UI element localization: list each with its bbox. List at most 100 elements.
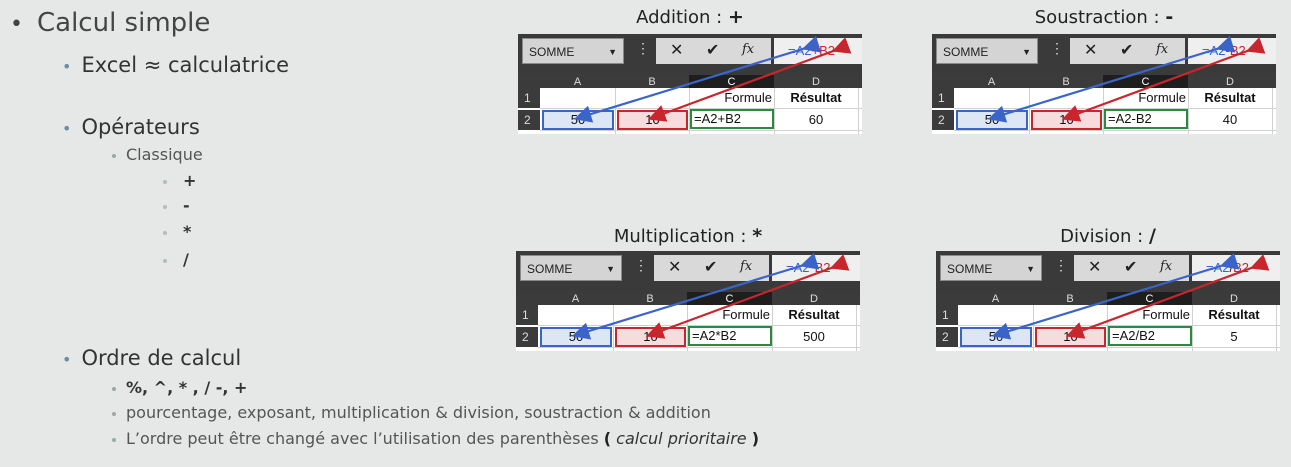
cell-c2[interactable]: =A2-B2 <box>1104 109 1188 129</box>
slide-title: Calcul simple <box>36 8 211 38</box>
fx-icon[interactable]: fx <box>742 42 755 57</box>
row-2-header[interactable]: 2 <box>936 327 958 347</box>
cell-c2[interactable]: =A2*B2 <box>688 326 772 346</box>
row-1-header[interactable]: 1 <box>518 88 540 108</box>
sheet-grid: 1 2 Formule Résultat 50 10 =A2-B2 40 <box>932 88 1276 134</box>
row-1-header[interactable]: 1 <box>516 305 538 325</box>
name-box[interactable]: SOMME ▼ <box>940 255 1042 281</box>
formula-bar: SOMME ▼ ⋮ ✕ ✔ fx =A2+B2 <box>518 34 862 74</box>
col-a[interactable]: A <box>991 293 1000 305</box>
cell-d1[interactable]: Résultat <box>790 90 842 105</box>
cell-b2[interactable]: 10 <box>615 327 686 347</box>
cell-b2[interactable]: 10 <box>1031 110 1102 130</box>
fx-icon[interactable]: fx <box>740 259 753 274</box>
cell-d2[interactable]: 500 <box>803 329 825 344</box>
col-b[interactable]: B <box>648 76 656 88</box>
cell-d2[interactable]: 60 <box>808 112 824 127</box>
fx-icon[interactable]: fx <box>1156 42 1169 57</box>
col-d[interactable]: D <box>1230 293 1238 305</box>
col-c[interactable]: C <box>1107 292 1192 306</box>
cell-d1[interactable]: Résultat <box>1204 90 1256 105</box>
row-2-header[interactable]: 2 <box>518 110 540 130</box>
formula-input[interactable]: =A2*B2 <box>772 255 860 281</box>
slide-title-row: • Calcul simple <box>10 8 210 38</box>
cell-a2[interactable]: 50 <box>960 327 1032 347</box>
formula-input[interactable]: =A2/B2 <box>1192 255 1280 281</box>
row-2-header[interactable]: 2 <box>516 327 538 347</box>
name-box[interactable]: SOMME ▼ <box>522 38 624 64</box>
col-a[interactable]: A <box>573 76 582 88</box>
cell-d2[interactable]: 40 <box>1222 112 1238 127</box>
more-icon: ⋮ <box>1050 40 1064 56</box>
cell-a2[interactable]: 50 <box>540 327 612 347</box>
col-c[interactable]: C <box>1103 75 1188 89</box>
cell-a2[interactable]: 50 <box>542 110 614 130</box>
formula-input[interactable]: =A2+B2 <box>774 38 862 64</box>
cancel-icon[interactable]: ✕ <box>670 42 684 59</box>
bullet: • <box>10 12 23 37</box>
cancel-icon[interactable]: ✕ <box>1084 42 1098 59</box>
ordre-paren: L’ordre peut être changé avec l’utilisat… <box>112 429 759 448</box>
cell-c1[interactable]: Formule <box>1142 307 1190 322</box>
col-d[interactable]: D <box>810 293 818 305</box>
more-icon: ⋮ <box>636 40 650 56</box>
excel-screenshot-1: SOMME ▼ ⋮ ✕ ✔ fx =A2+B2 A B C D 1 2 <box>518 34 862 157</box>
shot-title: Addition : + <box>636 6 744 28</box>
more-icon: ⋮ <box>1054 257 1068 273</box>
column-headers: A B C D <box>518 74 862 89</box>
formula-bar: SOMME ▼ ⋮ ✕ ✔ fx =A2*B2 <box>516 251 860 291</box>
col-b[interactable]: B <box>1062 76 1070 88</box>
item-classique: Classique <box>112 145 203 164</box>
col-c[interactable]: C <box>689 75 774 89</box>
chevron-down-icon: ▼ <box>608 47 617 57</box>
formula-bar: SOMME ▼ ⋮ ✕ ✔ fx =A2/B2 <box>936 251 1280 291</box>
item-classique-text: Classique <box>126 145 203 164</box>
cell-b2[interactable]: 10 <box>617 110 688 130</box>
cell-c2[interactable]: =A2/B2 <box>1108 326 1192 346</box>
cell-d2[interactable]: 5 <box>1230 329 1238 344</box>
row-1-header[interactable]: 1 <box>936 305 958 325</box>
formula-buttons: ✕ ✔ fx <box>1070 38 1185 64</box>
col-b[interactable]: B <box>1066 293 1074 305</box>
cancel-icon[interactable]: ✕ <box>668 259 682 276</box>
cell-c1[interactable]: Formule <box>724 90 772 105</box>
col-a[interactable]: A <box>571 293 580 305</box>
cell-d1[interactable]: Résultat <box>788 307 840 322</box>
check-icon[interactable]: ✔ <box>1120 42 1134 59</box>
sheet-grid: 1 2 Formule Résultat 50 10 =A2+B2 60 <box>518 88 862 134</box>
item-ordre-text: Ordre de calcul <box>81 346 242 370</box>
sheet-grid: 1 2 Formule Résultat 50 10 =A2*B2 500 <box>516 305 860 351</box>
check-icon[interactable]: ✔ <box>706 42 720 59</box>
col-c[interactable]: C <box>687 292 772 306</box>
excel-screenshot-4: SOMME ▼ ⋮ ✕ ✔ fx =A2/B2 A B C D 1 2 <box>936 251 1280 374</box>
col-d[interactable]: D <box>1226 76 1234 88</box>
excel-screenshot-2: SOMME ▼ ⋮ ✕ ✔ fx =A2-B2 A B C D 1 2 <box>932 34 1276 157</box>
excel-screenshot-3: SOMME ▼ ⋮ ✕ ✔ fx =A2*B2 A B C D 1 2 <box>516 251 860 374</box>
cell-a2[interactable]: 50 <box>956 110 1028 130</box>
formula-bar: SOMME ▼ ⋮ ✕ ✔ fx =A2-B2 <box>932 34 1276 74</box>
name-box[interactable]: SOMME ▼ <box>520 255 622 281</box>
more-icon: ⋮ <box>634 257 648 273</box>
cancel-icon[interactable]: ✕ <box>1088 259 1102 276</box>
row-2-header[interactable]: 2 <box>932 110 954 130</box>
col-b[interactable]: B <box>646 293 654 305</box>
col-a[interactable]: A <box>987 76 996 88</box>
formula-input[interactable]: =A2-B2 <box>1188 38 1276 64</box>
col-d[interactable]: D <box>812 76 820 88</box>
cell-c2[interactable]: =A2+B2 <box>690 109 774 129</box>
check-icon[interactable]: ✔ <box>1124 259 1138 276</box>
item-ordre: • Ordre de calcul <box>62 346 242 370</box>
column-headers: A B C D <box>516 291 860 306</box>
fx-icon[interactable]: fx <box>1160 259 1173 274</box>
cell-c1[interactable]: Formule <box>722 307 770 322</box>
shot-title: Division : / <box>1060 225 1156 247</box>
item-operateurs: • Opérateurs <box>62 115 200 139</box>
cell-d1[interactable]: Résultat <box>1208 307 1260 322</box>
formula-buttons: ✕ ✔ fx <box>654 255 769 281</box>
check-icon[interactable]: ✔ <box>704 259 718 276</box>
cell-c1[interactable]: Formule <box>1138 90 1186 105</box>
row-1-header[interactable]: 1 <box>932 88 954 108</box>
chevron-down-icon: ▼ <box>1022 47 1031 57</box>
name-box[interactable]: SOMME ▼ <box>936 38 1038 64</box>
cell-b2[interactable]: 10 <box>1035 327 1106 347</box>
